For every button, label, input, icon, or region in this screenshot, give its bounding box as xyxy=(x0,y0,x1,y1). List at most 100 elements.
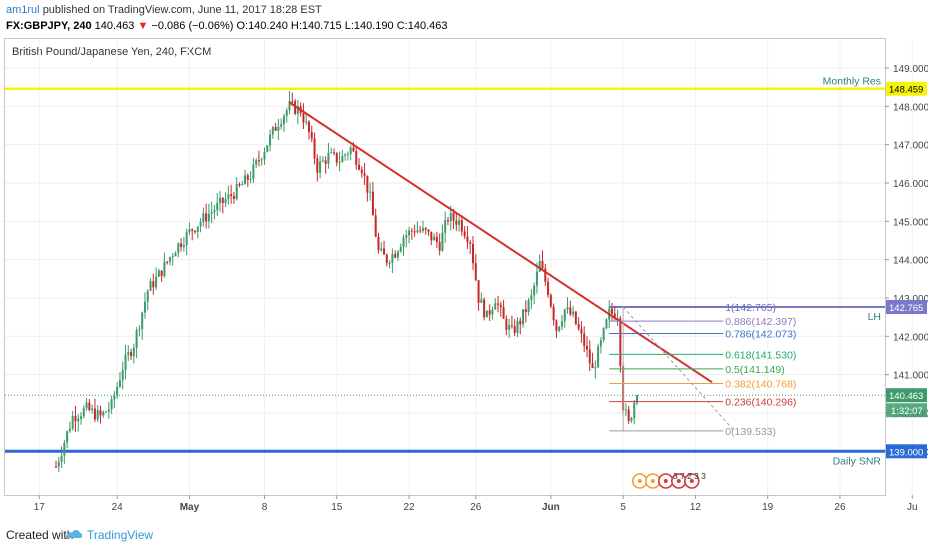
candle-body xyxy=(522,309,525,325)
candle-body xyxy=(355,151,358,165)
candle-body xyxy=(502,307,505,319)
candle-body xyxy=(302,113,305,123)
candle-body xyxy=(555,320,558,331)
candle-body xyxy=(541,260,544,269)
fib-trend-line[interactable] xyxy=(622,306,735,432)
candle-body xyxy=(360,169,363,174)
candle-body xyxy=(288,101,291,111)
chart-frame[interactable]: British Pound/Japanese Yen, 240, FXCM Mo… xyxy=(4,38,930,514)
x-tick-label: 17 xyxy=(34,502,46,513)
candle-body xyxy=(110,399,113,410)
countdown-badge xyxy=(886,403,927,418)
down-arrow-icon: ▼ xyxy=(137,20,149,32)
fib-level-label: 0.618(141.530) xyxy=(725,349,796,361)
lh-label: LH xyxy=(868,311,881,323)
candle-body xyxy=(533,285,536,296)
candle-body xyxy=(74,415,77,422)
candle-body xyxy=(252,164,255,179)
candle-body xyxy=(358,164,361,170)
candle-body xyxy=(491,309,494,315)
candle-body xyxy=(558,326,561,331)
candle-body xyxy=(202,213,205,223)
candle-body xyxy=(296,106,299,114)
y-tick-label: 141.000 xyxy=(893,371,928,382)
candle-body xyxy=(547,281,550,296)
candle-body xyxy=(249,178,252,180)
candle-body xyxy=(463,231,466,237)
candle-body xyxy=(63,442,66,456)
candle-body xyxy=(630,418,633,421)
x-tick-label: 24 xyxy=(112,502,124,513)
candle-body xyxy=(627,409,630,421)
candle-body xyxy=(321,160,324,162)
candle-body xyxy=(327,152,330,164)
candle-body xyxy=(349,147,352,154)
event-count-label: 7 xyxy=(680,471,685,481)
fib-level-label: 0.5(141.149) xyxy=(725,364,785,376)
candle-body xyxy=(57,461,60,467)
published-text: published on TradingView.com, June 11, 2… xyxy=(42,4,322,16)
candle-body xyxy=(307,121,310,133)
author-link[interactable]: am1rul xyxy=(6,4,40,16)
candle-body xyxy=(524,309,527,312)
candle-body xyxy=(430,231,433,241)
candle-body xyxy=(599,340,602,347)
candle-body xyxy=(413,231,416,233)
candle-body xyxy=(280,124,283,127)
candle-body xyxy=(71,415,74,429)
change-text: −0.086 (−0.06%) xyxy=(151,20,234,32)
daily-snr-price-label: 139.000 xyxy=(889,447,923,458)
candle-body xyxy=(196,226,199,233)
tradingview-brand[interactable]: TradingView xyxy=(87,528,154,542)
countdown-label: 1:32:07 xyxy=(891,406,923,417)
candle-body xyxy=(483,299,486,318)
candle-body xyxy=(188,229,191,233)
x-tick-label: 19 xyxy=(762,502,774,513)
candle-body xyxy=(143,301,146,313)
candle-body xyxy=(538,260,541,272)
candle-body xyxy=(294,101,297,114)
y-tick-label: 147.000 xyxy=(893,141,928,152)
monthly-res-label: Monthly Res xyxy=(823,76,881,88)
candle-body xyxy=(174,253,177,257)
candle-body xyxy=(227,194,230,200)
candle-body xyxy=(166,261,169,263)
candle-body xyxy=(269,134,272,146)
candle-body xyxy=(560,321,563,327)
candle-body xyxy=(255,160,258,165)
candle-body xyxy=(369,191,372,193)
candle-body xyxy=(93,408,96,420)
fib-level-label: 1(142.765) xyxy=(725,302,776,314)
candle-body xyxy=(563,309,566,322)
candle-body xyxy=(519,320,522,325)
candle-body xyxy=(488,310,491,315)
candle-body xyxy=(96,410,99,420)
candle-body xyxy=(371,191,374,216)
x-tick-label: 22 xyxy=(403,502,415,513)
candle-body xyxy=(274,127,277,131)
candle-body xyxy=(199,222,202,227)
candle-body xyxy=(552,306,555,321)
ohlc-legend: FX:GBPJPY, 240 140.463 ▼ −0.086 (−0.06%)… xyxy=(6,20,447,32)
x-tick-label: 26 xyxy=(470,502,482,513)
candle-body xyxy=(452,212,455,221)
candle-body xyxy=(230,194,233,197)
candle-body xyxy=(427,229,430,232)
candle-body xyxy=(238,184,241,186)
trendline[interactable] xyxy=(288,101,713,384)
event-count-label: 2 xyxy=(687,471,692,481)
candle-body xyxy=(363,173,366,176)
x-tick-label: 5 xyxy=(620,502,626,513)
lh-price-badge xyxy=(886,299,927,314)
candle-body xyxy=(138,329,141,331)
chart-svg[interactable]: British Pound/Japanese Yen, 240, FXCM Mo… xyxy=(4,38,930,514)
candle-body xyxy=(121,370,124,381)
candle-body xyxy=(182,245,185,248)
candle-body xyxy=(497,303,500,305)
candle-body xyxy=(232,196,235,199)
candle-body xyxy=(313,138,316,159)
candle-body xyxy=(530,295,533,301)
candle-body xyxy=(291,101,294,103)
event-marker-dot xyxy=(676,479,681,483)
candle-body xyxy=(105,411,108,413)
